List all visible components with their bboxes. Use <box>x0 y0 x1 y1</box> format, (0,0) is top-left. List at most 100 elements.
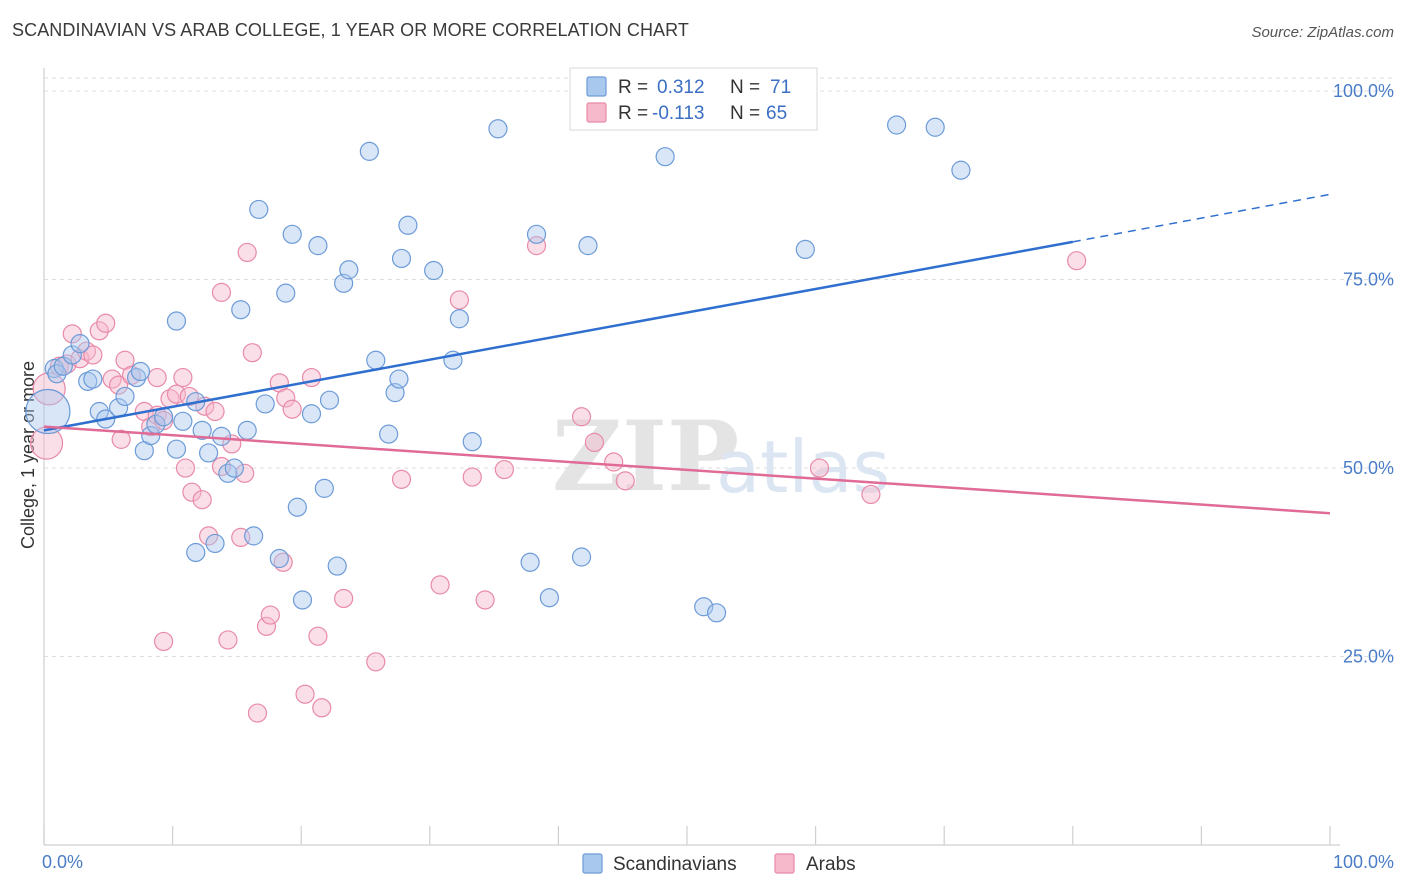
scandinavians-point <box>249 199 269 220</box>
scandinavians-point <box>47 364 67 384</box>
arabs-point <box>235 463 255 483</box>
arabs-point <box>153 631 174 652</box>
scandinavians-point <box>314 478 334 498</box>
scandinavians-point <box>282 224 302 244</box>
scandinavians-point <box>269 548 289 569</box>
scandinavians-point <box>449 309 469 329</box>
legend-r-value-scandinavians: 0.312 <box>657 77 705 98</box>
y-tick-label-50: 50.0% <box>1343 458 1394 478</box>
scandinavians-point <box>186 542 206 563</box>
arabs-point <box>273 552 293 572</box>
scandinavians-point <box>424 260 444 281</box>
arabs-point <box>218 630 238 650</box>
arabs-point <box>494 459 514 480</box>
y-axis-tick-labels: 25.0% 50.0% 75.0% 100.0% <box>1333 81 1394 666</box>
scandinavians-point <box>25 388 71 435</box>
scandinavians-point <box>366 350 386 370</box>
watermark-atlas: atlas <box>716 425 890 509</box>
y-tick-label-100: 100.0% <box>1333 81 1394 101</box>
arabs-point <box>237 242 257 263</box>
scandinavians-point <box>62 345 82 365</box>
scandinavians-point <box>224 458 244 478</box>
arabs-point <box>861 484 881 505</box>
scandinavians-point <box>130 361 151 382</box>
y-tick-label-25: 25.0% <box>1343 647 1394 667</box>
scandinavians-point <box>526 224 547 244</box>
scandinavians-point <box>655 147 675 167</box>
arabs-point <box>199 526 219 546</box>
arabs-point <box>62 324 82 344</box>
gridlines <box>44 77 1392 658</box>
arabs-point <box>182 482 202 502</box>
arabs-point <box>809 458 830 478</box>
scandinavians-point <box>359 141 379 161</box>
arabs-point <box>430 575 450 595</box>
x-tick-label-min: 0.0% <box>42 852 83 872</box>
scandinavians-point <box>391 248 412 269</box>
series-legend: Scandinavians Arabs <box>582 853 856 875</box>
scandinavians-point <box>173 411 193 431</box>
arabs-point <box>111 429 131 449</box>
scandinavians-point <box>166 439 187 459</box>
y-axis-title: College, 1 year or more <box>18 361 38 549</box>
scandinavians-point <box>951 160 971 180</box>
arabs-point <box>192 490 212 510</box>
arabs-point <box>83 345 103 365</box>
arabs-point <box>295 684 315 704</box>
scandinavians-point <box>192 420 212 440</box>
scandinavians-point <box>308 236 328 256</box>
arabs-point <box>175 458 196 478</box>
legend-r-value-arabs: -0.113 <box>652 103 704 124</box>
arabs-point <box>571 407 592 427</box>
legend-n-value-arabs: 65 <box>766 103 787 124</box>
arabs-point <box>475 590 495 610</box>
scandinavians-point <box>244 526 264 546</box>
scandinavians-point <box>379 424 399 444</box>
arabs-point <box>526 236 547 256</box>
scandinavians-point <box>339 260 359 280</box>
y-tick-label-75: 75.0% <box>1343 270 1394 290</box>
scandinavians-point <box>237 420 257 440</box>
arabs-trend-line <box>43 425 1331 515</box>
scandinavians-point <box>218 463 238 483</box>
arabs-point <box>96 313 116 333</box>
trend-lines <box>43 193 1331 515</box>
arabs-point <box>247 703 268 723</box>
arabs-point <box>276 388 296 408</box>
scandinavians-point <box>166 311 187 331</box>
scandinavians-point <box>462 432 482 452</box>
arabs-point <box>108 375 129 395</box>
scandinavians-point <box>231 300 251 320</box>
bottom-legend-swatch-arabs <box>774 853 795 874</box>
arabs-point <box>242 343 262 363</box>
scandinavians-point <box>211 426 232 446</box>
scandinavians-point <box>520 552 540 572</box>
legend-box <box>569 67 818 131</box>
chart-source: Source: ZipAtlas.com <box>1251 24 1394 41</box>
scandinavians-point <box>706 603 727 623</box>
bottom-legend-label-arabs: Arabs <box>806 854 856 875</box>
scandinavians-point <box>398 215 418 235</box>
watermark-zip: ZIP <box>552 400 739 513</box>
arabs-point <box>584 432 605 453</box>
scandinavians-point <box>287 497 307 517</box>
scandinavians-point <box>319 390 340 410</box>
scandinavians-point <box>571 547 592 567</box>
bottom-legend-swatch-scandinavians <box>582 853 603 874</box>
arabs-point <box>173 367 193 388</box>
arabs-point <box>1067 251 1087 271</box>
arabs-point <box>205 401 225 422</box>
scandinavians-point <box>292 590 313 610</box>
arabs-point <box>449 290 469 310</box>
arabs-point <box>179 386 199 407</box>
scandinavians-point <box>887 115 907 135</box>
arabs-point <box>282 399 302 419</box>
arabs-point <box>312 698 332 718</box>
arabs-point <box>256 616 277 636</box>
scandinavians-point <box>115 386 135 407</box>
legend-r-label-scandinavians: R = <box>618 77 648 98</box>
scandinavians-point <box>925 117 945 137</box>
scandinavians-trend-extension <box>1072 193 1331 243</box>
chart-title: SCANDINAVIAN VS ARAB COLLEGE, 1 YEAR OR … <box>12 20 690 40</box>
scandinavians-point <box>488 119 508 139</box>
